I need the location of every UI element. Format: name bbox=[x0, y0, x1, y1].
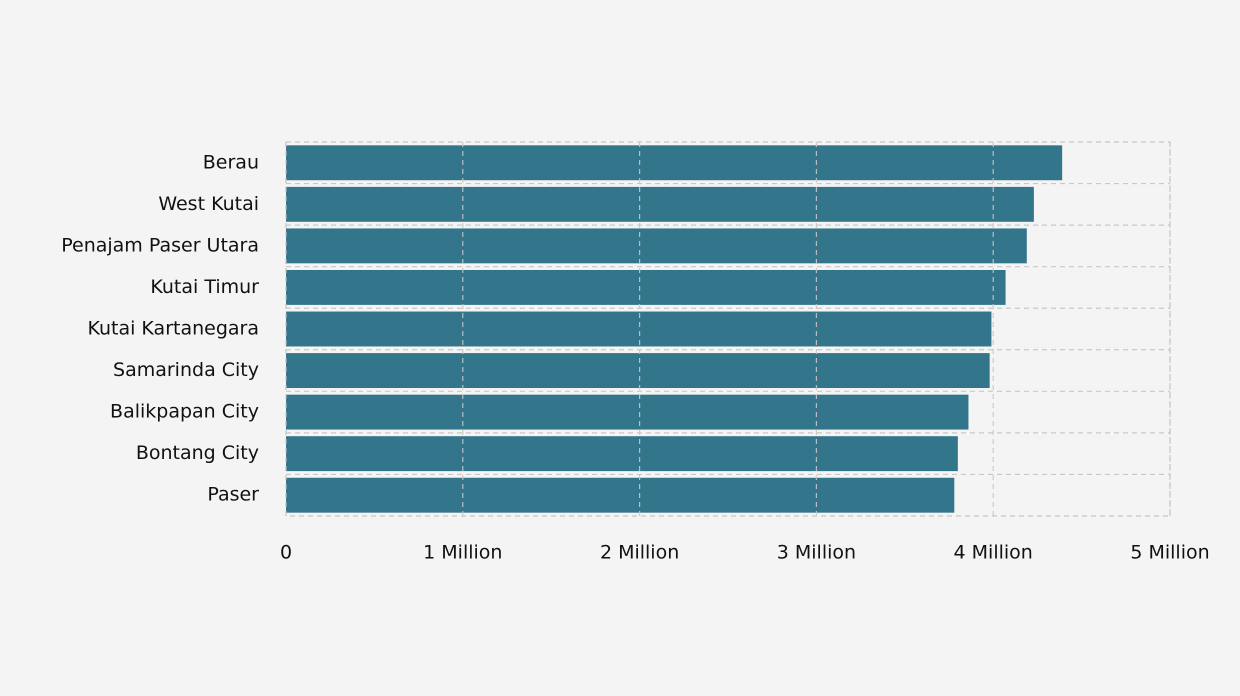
y-tick-label: Balikpapan City bbox=[110, 401, 259, 423]
x-tick-label: 2 Million bbox=[600, 542, 679, 564]
x-tick-label: 5 Million bbox=[1130, 542, 1209, 564]
bar bbox=[286, 436, 958, 472]
bar bbox=[286, 186, 1034, 222]
y-tick-label: West Kutai bbox=[158, 193, 259, 215]
bar bbox=[286, 394, 969, 430]
plot-frame bbox=[285, 141, 1171, 517]
bar bbox=[286, 145, 1063, 181]
y-tick-label: Samarinda City bbox=[113, 359, 259, 381]
bar bbox=[286, 311, 992, 347]
x-tick-label: 0 bbox=[280, 542, 292, 564]
y-tick-label: Paser bbox=[207, 484, 259, 506]
bar bbox=[286, 269, 1006, 305]
x-tick-label: 1 Million bbox=[423, 542, 502, 564]
bar bbox=[286, 228, 1027, 264]
bar bbox=[286, 477, 955, 513]
y-tick-label: Kutai Kartanegara bbox=[87, 318, 259, 340]
y-tick-label: Kutai Timur bbox=[150, 276, 259, 298]
x-tick-label: 4 Million bbox=[954, 542, 1033, 564]
y-tick-label: Bontang City bbox=[136, 442, 259, 464]
x-tick-label: 3 Million bbox=[777, 542, 856, 564]
y-tick-label: Penajam Paser Utara bbox=[61, 234, 259, 256]
y-tick-label: Berau bbox=[203, 151, 259, 173]
bar bbox=[286, 353, 990, 389]
